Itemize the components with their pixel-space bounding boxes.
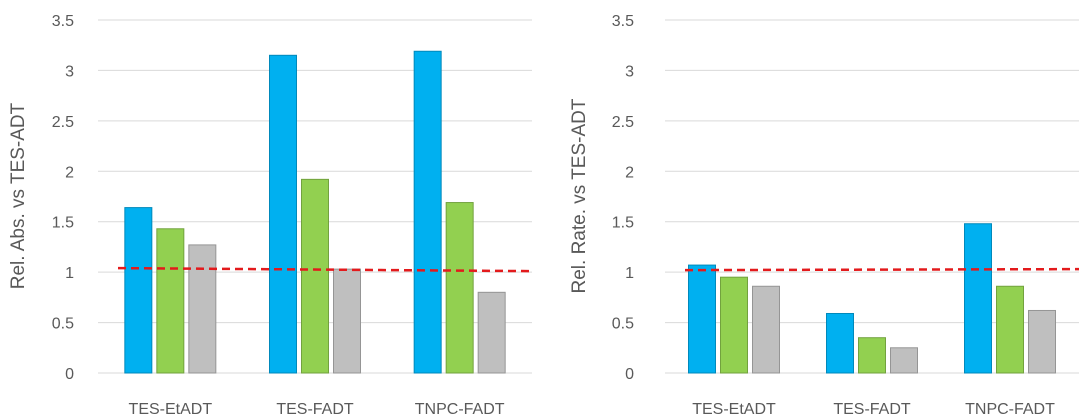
bar-tnpc-fadt-series-1 <box>964 223 992 374</box>
bar-tnpc-fadt-series-3 <box>477 291 506 374</box>
x-tick-label: TES-FADT <box>833 401 911 418</box>
bar-tnpc-fadt-series-2 <box>996 285 1024 374</box>
x-tick-label: TNPC-FADT <box>415 401 505 418</box>
y-tick-label: 2.5 <box>52 114 74 131</box>
y-tick-label: 1 <box>65 265 74 282</box>
x-tick-label: TES-EtADT <box>692 401 776 418</box>
bar-tes-etadt-series-3 <box>752 285 780 374</box>
bar-tes-etadt-series-1 <box>124 207 153 374</box>
y-tick-label: 2.5 <box>612 114 634 131</box>
bar-tes-etadt-series-1 <box>688 264 716 374</box>
y-tick-label: 3.5 <box>612 13 634 30</box>
y-tick-label: 0 <box>625 366 634 383</box>
bar-tes-fadt-series-2 <box>301 178 329 374</box>
y-tick-label: 0.5 <box>52 316 74 333</box>
y-tick-label: 0.5 <box>612 316 634 333</box>
y-tick-label: 1.5 <box>612 215 634 232</box>
y-tick-label: 3.5 <box>52 13 74 30</box>
x-tick-label: TES-FADT <box>276 401 354 418</box>
bar-tes-fadt-series-2 <box>858 337 886 374</box>
bar-tes-etadt-series-3 <box>188 244 217 374</box>
bar-tnpc-fadt-series-3 <box>1028 309 1056 374</box>
bar-tnpc-fadt-series-2 <box>445 202 474 374</box>
y-axis-label: Rel. Rate. vs TES-ADT <box>569 98 590 293</box>
bar-tes-fadt-series-1 <box>826 312 854 374</box>
bar-tes-etadt-series-2 <box>156 228 185 374</box>
bar-tes-etadt-series-2 <box>720 276 748 374</box>
y-tick-label: 2 <box>65 164 74 181</box>
bar-tes-fadt-series-3 <box>333 268 361 374</box>
y-tick-label: 1.5 <box>52 215 74 232</box>
y-axis-label: Rel. Abs. vs TES-ADT <box>8 102 29 289</box>
y-tick-label: 2 <box>625 164 634 181</box>
x-tick-label: TNPC-FADT <box>965 401 1055 418</box>
reference-line <box>684 267 1079 272</box>
y-tick-label: 3 <box>65 63 74 80</box>
reference-line <box>117 266 533 273</box>
bar-tnpc-fadt-series-1 <box>413 50 442 374</box>
bar-tes-fadt-series-1 <box>269 54 297 374</box>
y-tick-label: 3 <box>625 63 634 80</box>
bar-tes-fadt-series-3 <box>890 347 918 374</box>
y-tick-label: 1 <box>625 265 634 282</box>
y-tick-label: 0 <box>65 366 74 383</box>
x-tick-label: TES-EtADT <box>129 401 213 418</box>
